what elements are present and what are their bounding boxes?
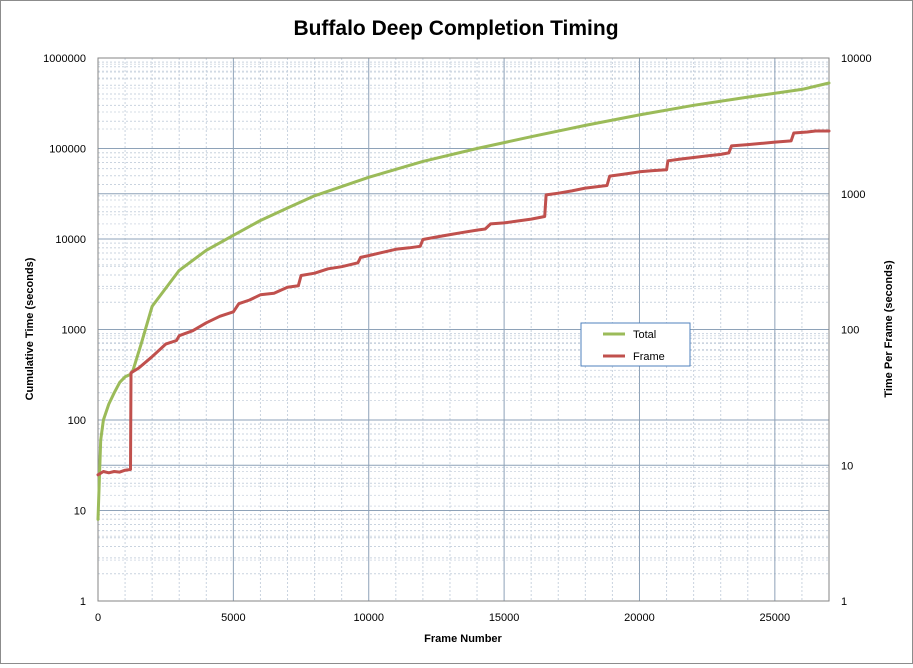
y-left-tick-label: 10000 xyxy=(55,234,86,246)
y-right-tick-label: 10000 xyxy=(841,53,872,65)
y-left-tick-label: 100 xyxy=(68,415,86,427)
legend-label-total: Total xyxy=(633,329,656,341)
x-tick-label: 20000 xyxy=(624,612,655,624)
x-tick-label: 0 xyxy=(95,612,101,624)
series-line-total xyxy=(96,81,831,521)
y-left-tick-label: 1000000 xyxy=(43,53,86,65)
y-left-tick-label: 100000 xyxy=(49,144,86,156)
series-line-frame xyxy=(96,129,831,477)
y-right-tick-label: 1 xyxy=(841,596,847,608)
y-left-tick-label: 10 xyxy=(74,506,86,518)
y-axis-label-right: Time Per Frame (seconds) xyxy=(883,260,895,398)
plot-area xyxy=(97,57,830,602)
y-axis-label-left: Cumulative Time (seconds) xyxy=(24,257,36,400)
y-left-tick-label: 1000 xyxy=(62,325,86,337)
x-tick-label: 5000 xyxy=(221,612,245,624)
gridlines xyxy=(97,57,829,602)
legend-box xyxy=(580,322,691,367)
x-tick-label: 10000 xyxy=(353,612,384,624)
y-left-tick-label: 1 xyxy=(80,596,86,608)
legend: Total Frame xyxy=(580,322,691,367)
series-layer xyxy=(96,81,831,521)
y-right-tick-label: 100 xyxy=(841,325,859,337)
tick-labels: 0 5000 10000 15000 20000 25000 1 10 100 1000 10000… xyxy=(43,53,871,624)
x-axis-label: Frame Number xyxy=(424,633,502,645)
y-right-tick-label: 10 xyxy=(841,460,853,472)
y-right-tick-label: 1000 xyxy=(841,189,865,201)
legend-label-frame: Frame xyxy=(633,351,665,363)
x-tick-label: 15000 xyxy=(489,612,520,624)
chart-title: Buffalo Deep Completion Timing xyxy=(293,17,618,40)
x-tick-label: 25000 xyxy=(760,612,791,624)
